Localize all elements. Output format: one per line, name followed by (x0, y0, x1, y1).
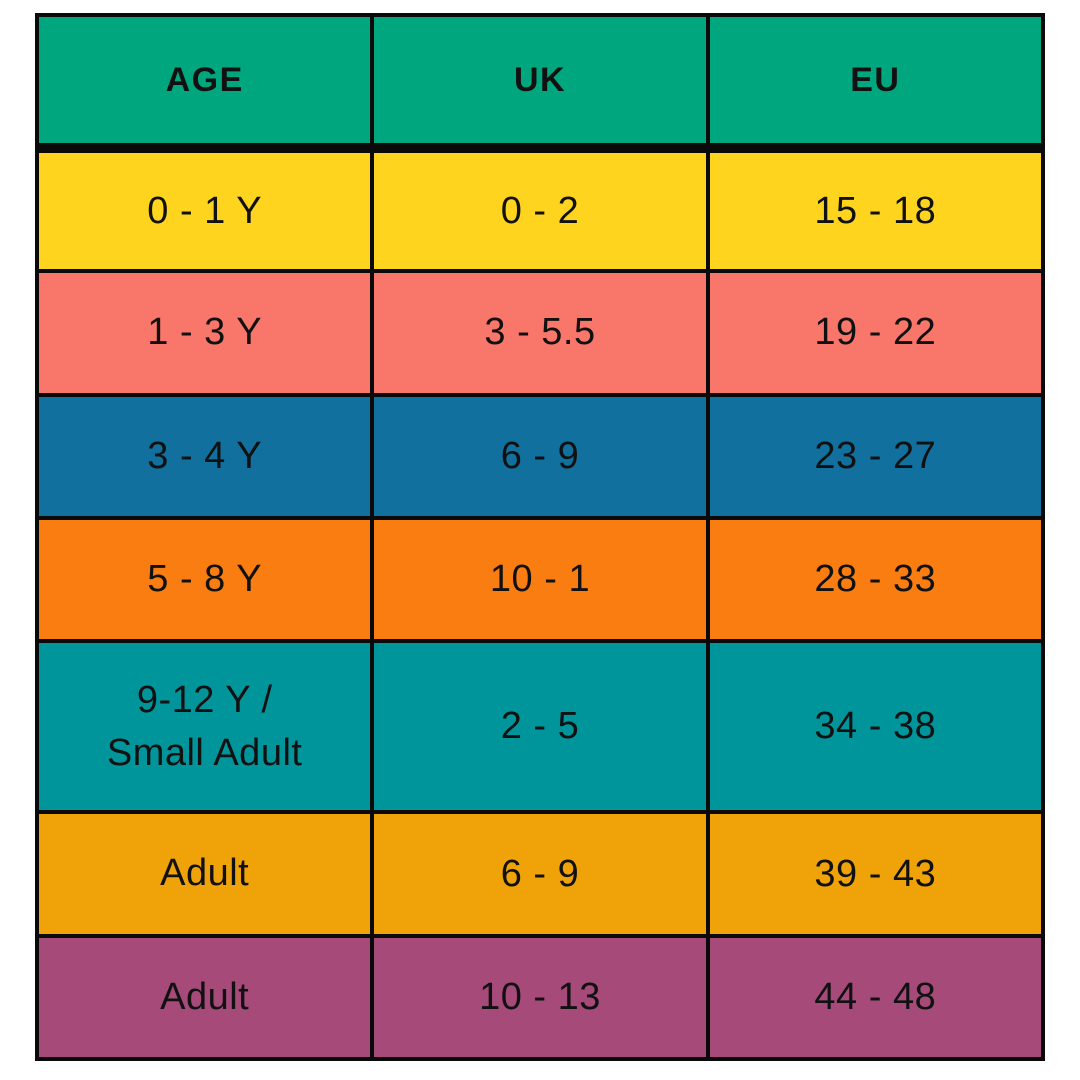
eu-cell: 23 - 27 (705, 392, 1046, 520)
uk-cell: 10 - 1 (370, 515, 710, 644)
age-cell: Adult (34, 933, 375, 1062)
size-conversion-table: AGE UK EU 0 - 1 Y 0 - 2 15 - 18 1 - 3 Y … (34, 13, 1046, 1062)
col-header-uk: UK (370, 13, 710, 153)
uk-cell: 6 - 9 (370, 392, 710, 520)
table-row: 3 - 4 Y 6 - 9 23 - 27 (34, 392, 1046, 520)
age-cell: 1 - 3 Y (34, 269, 375, 397)
table-row: 0 - 1 Y 0 - 2 15 - 18 (34, 145, 1046, 274)
eu-cell: 44 - 48 (705, 933, 1046, 1062)
uk-cell: 2 - 5 (370, 639, 710, 815)
table-row: Adult 10 - 13 44 - 48 (34, 933, 1046, 1062)
age-cell: 0 - 1 Y (34, 145, 375, 274)
eu-cell: 34 - 38 (705, 639, 1046, 815)
eu-cell: 19 - 22 (705, 269, 1046, 397)
eu-cell: 28 - 33 (705, 515, 1046, 644)
age-cell: 3 - 4 Y (34, 392, 375, 520)
table-row: 5 - 8 Y 10 - 1 28 - 33 (34, 515, 1046, 644)
uk-cell: 10 - 13 (370, 933, 710, 1062)
eu-cell: 39 - 43 (705, 810, 1046, 938)
uk-cell: 3 - 5.5 (370, 269, 710, 397)
uk-cell: 6 - 9 (370, 810, 710, 938)
col-header-age: AGE (34, 13, 375, 153)
table-row: 1 - 3 Y 3 - 5.5 19 - 22 (34, 269, 1046, 397)
header-row: AGE UK EU (34, 13, 1046, 153)
eu-cell: 15 - 18 (705, 145, 1046, 274)
col-header-eu: EU (705, 13, 1046, 153)
table-row: Adult 6 - 9 39 - 43 (34, 810, 1046, 938)
uk-cell: 0 - 2 (370, 145, 710, 274)
age-cell: 9-12 Y / Small Adult (34, 639, 375, 815)
age-cell: Adult (34, 810, 375, 938)
table-row: 9-12 Y / Small Adult 2 - 5 34 - 38 (34, 639, 1046, 815)
age-cell: 5 - 8 Y (34, 515, 375, 644)
